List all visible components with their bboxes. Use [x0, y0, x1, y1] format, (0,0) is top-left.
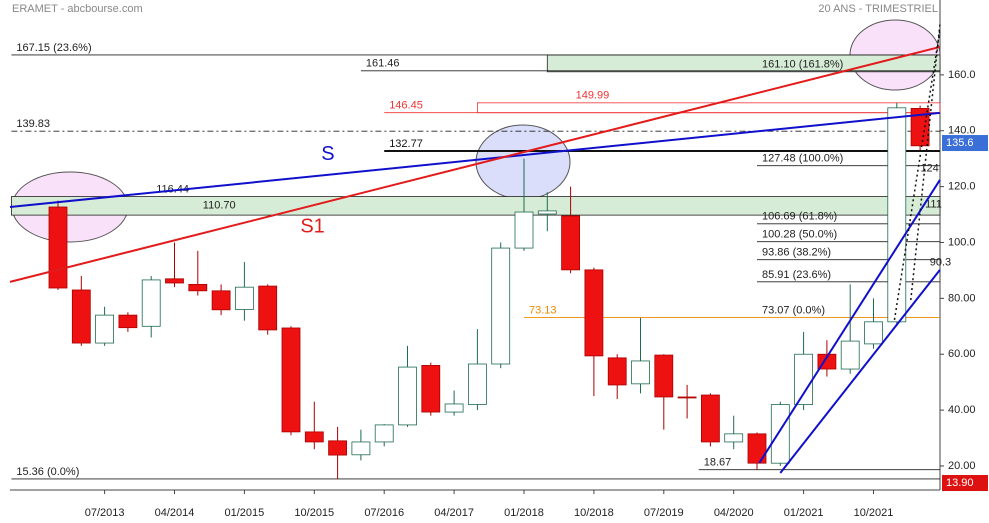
- candle-body: [770, 404, 790, 464]
- candle-body: [234, 286, 254, 310]
- x-tick-label: 04/2020: [714, 507, 754, 519]
- level-label: 100.28 (50.0%): [762, 229, 837, 241]
- trend-line: [910, 24, 941, 301]
- x-tick-label: 10/2018: [574, 507, 614, 519]
- trend-line: [9, 111, 941, 209]
- candle-body: [584, 269, 604, 357]
- level-label: 116.44: [156, 183, 189, 195]
- candle-body: [514, 211, 534, 249]
- level-label: 93.86 (38.2%): [762, 247, 831, 259]
- candle-body: [398, 366, 417, 426]
- x-tick-label: 01/2021: [784, 507, 824, 519]
- level-label: 167.15 (23.6%): [16, 42, 91, 54]
- candle-body: [281, 327, 301, 433]
- level-label: 90.3: [930, 256, 951, 268]
- x-tick-label: 07/2019: [644, 507, 684, 519]
- candle-body: [654, 354, 674, 398]
- level-label: 146.45: [389, 100, 423, 112]
- level-label: 111: [925, 199, 942, 211]
- candle-body: [188, 283, 208, 292]
- x-tick-label: 07/2013: [85, 507, 125, 519]
- trend-line: [758, 179, 941, 464]
- chart-title: ERAMET - abcbourse.com: [12, 3, 143, 15]
- trend-label: S1: [300, 215, 324, 237]
- level-label: 18.67: [704, 457, 732, 469]
- trend-line: [9, 45, 941, 283]
- candle-body: [864, 321, 883, 345]
- level-label: 127.48 (100.0%): [762, 153, 843, 165]
- level-label: 124: [920, 162, 938, 174]
- price-tag-label: 13.90: [946, 477, 974, 489]
- candle-body: [701, 394, 720, 443]
- candle-body: [328, 440, 348, 456]
- y-tick-label: 20.00: [948, 460, 976, 472]
- candle-body: [258, 285, 278, 331]
- x-tick-label: 04/2014: [155, 507, 195, 519]
- candle-body: [141, 279, 161, 327]
- candle-body: [374, 424, 394, 443]
- candle-body: [887, 107, 907, 323]
- candle-body: [165, 278, 184, 284]
- x-tick-label: 10/2021: [854, 507, 894, 519]
- y-tick-label: 60.00: [948, 348, 976, 360]
- x-tick-label: 01/2015: [225, 507, 265, 519]
- x-tick-label: 04/2017: [434, 507, 474, 519]
- x-tick-label: 07/2016: [364, 507, 404, 519]
- level-label: 15.36 (0.0%): [16, 466, 79, 478]
- candle-body: [95, 314, 114, 344]
- y-tick-label: 160.0: [948, 69, 976, 81]
- zone: [546, 54, 941, 73]
- candle-body: [467, 363, 487, 405]
- candle-body: [747, 433, 767, 464]
- y-tick-label: 100.0: [948, 236, 976, 248]
- level-label: 73.13: [529, 304, 557, 316]
- candle-body: [794, 353, 813, 405]
- y-tick-label: 140.0: [948, 125, 976, 137]
- candle-body: [724, 433, 744, 443]
- candle-body: [910, 107, 930, 147]
- y-tick-label: 40.00: [948, 404, 976, 416]
- candle-body: [304, 431, 324, 443]
- candle-body: [71, 289, 91, 344]
- candle-body: [840, 340, 860, 370]
- level-label: 106.69 (61.8%): [762, 211, 837, 223]
- trend-label: S: [321, 143, 334, 165]
- candle-body: [491, 247, 511, 365]
- trend-line: [893, 30, 941, 320]
- level-label: 132.77: [389, 138, 423, 150]
- level-label: 139.83: [16, 118, 50, 130]
- level-label: 73.07 (0.0%): [762, 305, 825, 317]
- level-label: 161.10 (161.8%): [762, 59, 843, 71]
- y-tick-label: 80.00: [948, 292, 976, 304]
- highlight-ellipse: [475, 124, 571, 200]
- level-label: 161.46: [366, 58, 400, 70]
- trend-line: [779, 269, 941, 474]
- candle-body: [537, 210, 557, 215]
- x-tick-label: 10/2015: [294, 507, 334, 519]
- level-label: 85.91 (23.6%): [762, 269, 831, 281]
- candle-body: [677, 396, 697, 399]
- chart-subtitle: 20 ANS - TRIMESTRIEL: [818, 3, 938, 15]
- candle-body: [444, 403, 464, 413]
- zone: [10, 196, 941, 216]
- level-label: 149.99: [576, 90, 610, 102]
- x-tick-label: 01/2018: [504, 507, 544, 519]
- candle-body: [211, 290, 231, 311]
- candle-body: [561, 215, 580, 271]
- candle-body: [351, 441, 371, 456]
- price-tag-label: 135.6: [946, 137, 974, 149]
- y-tick-label: 120.0: [948, 181, 976, 193]
- candle-body: [631, 360, 650, 385]
- price-tag: [942, 475, 988, 492]
- candle-body: [118, 314, 138, 329]
- candle-body: [421, 365, 441, 413]
- price-tag: [942, 135, 988, 152]
- level-label: 110.70: [203, 200, 236, 212]
- candle-body: [607, 357, 627, 386]
- candle-body: [48, 206, 68, 289]
